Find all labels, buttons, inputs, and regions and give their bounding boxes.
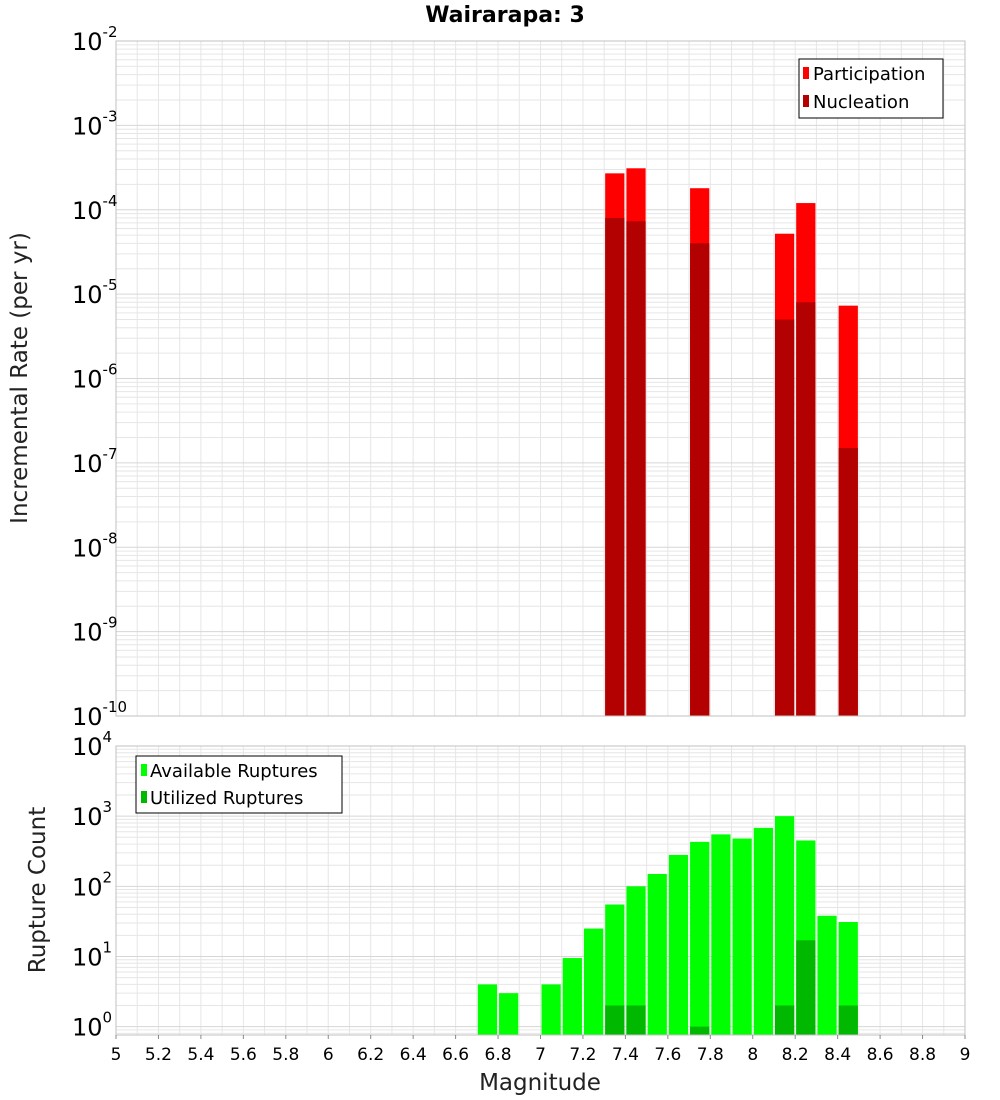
chart-title: Wairarapa: 3 — [425, 3, 585, 28]
nucleation-bar — [626, 221, 646, 716]
rate-y-tick-label: 10-10 — [72, 698, 127, 731]
x-tick-label: 5.2 — [145, 1045, 172, 1065]
available-legend-label: Available Ruptures — [150, 761, 318, 782]
rate-panel: 10-10 10-9 10-8 10-7 10-6 10-5 10-4 10-3 10-2 In… — [7, 23, 966, 731]
x-tick-label: 6.6 — [442, 1045, 469, 1065]
x-tick-label: 8.2 — [782, 1045, 809, 1065]
count-y-tick-label: 104 — [72, 728, 112, 761]
rate-legend-box — [798, 58, 944, 119]
rate-y-tick-label: 10-5 — [72, 276, 118, 309]
x-tick-label: 8.8 — [909, 1045, 936, 1065]
nucleation-legend-swatch — [803, 95, 809, 107]
rate-y-ticks: 10-10 10-9 10-8 10-7 10-6 10-5 10-4 10-3 10-2 — [72, 23, 127, 731]
x-tick-label: 6.2 — [357, 1045, 384, 1065]
available-ruptures-bar — [732, 838, 752, 1035]
rate-y-tick-label: 10-9 — [72, 614, 118, 647]
available-ruptures-bar — [499, 993, 519, 1035]
participation-legend-label: Participation — [813, 64, 925, 85]
x-tick-label: 8.6 — [867, 1045, 894, 1065]
count-legend: Available Ruptures Utilized Ruptures — [135, 755, 343, 814]
x-tick-label: 7.4 — [612, 1045, 639, 1065]
utilized-ruptures-bar — [626, 1005, 646, 1035]
x-tick-label: 7.6 — [654, 1045, 681, 1065]
rate-y-tick-label: 10-4 — [72, 192, 118, 225]
utilized-ruptures-bar — [838, 1005, 858, 1035]
available-ruptures-bar — [668, 854, 689, 1035]
x-tick-label: 6 — [323, 1045, 334, 1065]
utilized-legend-swatch — [141, 791, 147, 803]
available-ruptures-bar — [541, 984, 561, 1035]
count-bars — [477, 816, 858, 1035]
utilized-ruptures-bar — [690, 1026, 710, 1035]
available-ruptures-bar — [477, 984, 498, 1035]
available-ruptures-bar — [583, 928, 604, 1035]
rate-y-tick-label: 10-6 — [72, 361, 118, 394]
count-y-ticks: 100 101 102 103 104 — [72, 728, 112, 1042]
rate-y-tick-label: 10-7 — [72, 445, 118, 478]
nucleation-bar — [838, 448, 858, 716]
nucleation-legend-label: Nucleation — [813, 92, 909, 113]
rate-y-tick-label: 10-2 — [72, 23, 118, 56]
rate-y-tick-label: 10-8 — [72, 529, 118, 562]
utilized-ruptures-bar — [796, 940, 816, 1035]
available-legend-swatch — [141, 764, 147, 776]
nucleation-bar — [774, 319, 795, 716]
available-ruptures-bar — [753, 827, 773, 1035]
x-tick-label: 7.8 — [697, 1045, 724, 1065]
x-tick-label: 5 — [111, 1045, 122, 1065]
utilized-ruptures-bar — [605, 1005, 625, 1035]
x-axis-label: Magnitude — [479, 1070, 601, 1096]
rate-bars — [605, 168, 858, 717]
x-tick-label: 8.4 — [824, 1045, 851, 1065]
rate-gridlines — [116, 41, 965, 716]
utilized-legend-label: Utilized Ruptures — [150, 788, 303, 809]
rate-plot-frame — [115, 40, 966, 717]
available-ruptures-bar — [774, 816, 795, 1035]
count-y-axis-label: Rupture Count — [25, 807, 51, 973]
rate-legend: Participation Nucleation — [798, 58, 944, 119]
x-tick-label: 9 — [960, 1045, 971, 1065]
rate-y-axis-label: Incremental Rate (per yr) — [7, 232, 33, 524]
x-tick-label: 7 — [535, 1045, 546, 1065]
available-ruptures-bar — [605, 904, 625, 1035]
x-tick-label: 5.8 — [272, 1045, 299, 1065]
x-tick-label: 5.6 — [230, 1045, 257, 1065]
count-y-tick-label: 100 — [72, 1009, 112, 1042]
count-y-tick-label: 103 — [72, 798, 112, 831]
available-ruptures-bar — [626, 886, 646, 1035]
participation-legend-swatch — [803, 67, 809, 79]
x-tick-label: 8 — [747, 1045, 758, 1065]
x-ticks: 5 5.2 5.4 5.6 5.8 6 6.2 6.4 6.6 6.8 7 7.2 7.4 7.6 7.8 8… — [111, 1035, 971, 1065]
nucleation-bar — [796, 302, 816, 716]
nucleation-bar — [605, 217, 625, 716]
available-ruptures-bar — [690, 841, 710, 1035]
available-ruptures-bar — [711, 834, 731, 1035]
count-panel: 100 101 102 103 104 5 5.2 5.4 5.6 5.8 6 6.2 6.4 6.6 6… — [25, 728, 970, 1096]
available-ruptures-bar — [562, 958, 582, 1035]
count-legend-box — [135, 755, 343, 814]
x-tick-label: 5.4 — [187, 1045, 214, 1065]
x-tick-label: 7.2 — [569, 1045, 596, 1065]
count-y-tick-label: 101 — [72, 938, 112, 971]
available-ruptures-bar — [647, 873, 667, 1035]
nucleation-bar — [690, 243, 710, 717]
x-tick-label: 6.8 — [485, 1045, 512, 1065]
utilized-ruptures-bar — [774, 1005, 795, 1035]
count-y-tick-label: 102 — [72, 868, 112, 901]
available-ruptures-bar — [817, 915, 837, 1035]
rate-y-tick-label: 10-3 — [72, 107, 118, 140]
x-tick-label: 6.4 — [400, 1045, 427, 1065]
